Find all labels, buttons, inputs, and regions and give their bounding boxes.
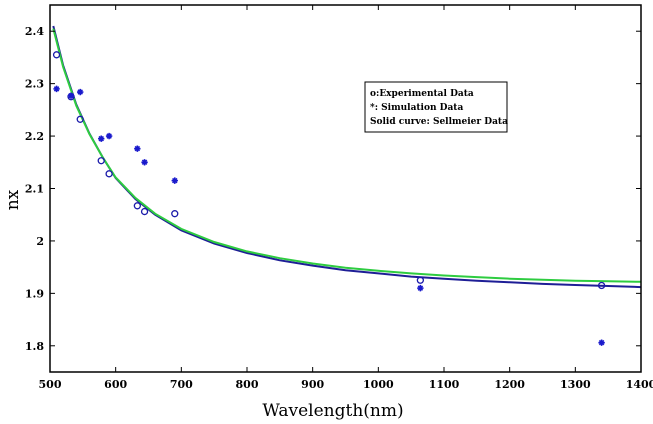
x-tick-label: 500	[39, 378, 62, 391]
experimental-point	[133, 202, 141, 210]
y-tick-label: 2.2	[25, 130, 44, 143]
x-tick-label: 1300	[560, 378, 591, 391]
legend-entry-sellmeier: Solid curve: Sellmeier Data	[370, 117, 508, 127]
simulation-point	[171, 177, 178, 184]
legend-box	[364, 81, 508, 133]
sellmeier-curves	[52, 25, 642, 289]
simulation-point	[134, 145, 141, 152]
simulation-point	[77, 88, 84, 96]
experimental-point	[416, 276, 425, 284]
x-tick-label: 1200	[494, 378, 525, 391]
x-tick-label: 800	[236, 378, 259, 391]
legend: o:Experimental Data *: Simulation Data S…	[364, 81, 508, 133]
simulation-point	[105, 132, 113, 140]
x-tick-label: 1000	[363, 378, 394, 391]
x-tick-label: 1100	[429, 378, 460, 391]
simulation-point	[53, 85, 60, 93]
experimental-point	[105, 170, 113, 178]
simulation-point	[67, 92, 75, 99]
y-tick-label: 2.3	[25, 78, 44, 91]
simulation-point	[417, 284, 424, 292]
y-tick-label: 2.4	[25, 25, 44, 38]
y-tick-label: 1.9	[25, 287, 44, 300]
y-axis-title: nx	[3, 189, 23, 210]
legend-entry-experimental: o:Experimental Data	[370, 89, 474, 99]
experimental-point	[597, 281, 606, 290]
y-tick-label: 2.1	[25, 183, 44, 196]
y-tick-label: 1.8	[25, 340, 44, 353]
x-tick-label: 600	[104, 378, 127, 391]
sellmeier-curve-green	[52, 28, 642, 283]
simulation-point	[141, 159, 148, 166]
experimental-point	[52, 51, 61, 59]
experimental-point	[76, 115, 84, 123]
simulation-point	[98, 135, 105, 142]
data-markers	[52, 51, 606, 346]
axis-ticks	[49, 5, 642, 372]
y-tick-label: 2	[36, 235, 44, 248]
x-axis-title: Wavelength(nm)	[262, 401, 403, 421]
experimental-point	[97, 157, 105, 165]
experimental-point	[171, 210, 179, 218]
x-tick-label: 900	[301, 378, 324, 391]
x-tick-label: 1400	[626, 378, 653, 391]
axis-tick-labels: 500 600 700 800 900 1000 1100 1200 1300 1400 1.8 1.…	[25, 25, 653, 391]
experimental-point	[140, 207, 149, 216]
legend-entry-simulation: *: Simulation Data	[370, 103, 463, 113]
x-tick-label: 700	[170, 378, 193, 391]
simulation-point	[598, 339, 605, 346]
